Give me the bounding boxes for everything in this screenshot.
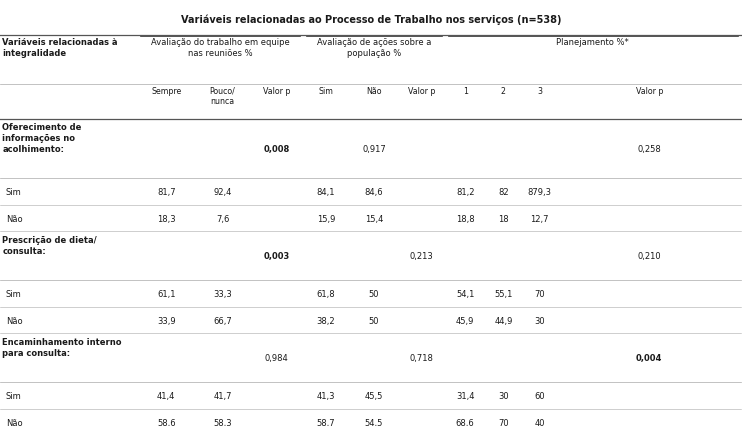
Text: 54,1: 54,1 <box>456 289 474 299</box>
Text: 41,4: 41,4 <box>157 391 175 400</box>
Text: 45,5: 45,5 <box>365 391 383 400</box>
Text: 18: 18 <box>498 214 509 223</box>
Text: 15,4: 15,4 <box>365 214 383 223</box>
Text: Variáveis relacionadas ao Processo de Trabalho nos serviços (n=538): Variáveis relacionadas ao Processo de Tr… <box>181 15 561 26</box>
Text: 1: 1 <box>463 86 467 95</box>
Text: Valor p: Valor p <box>263 86 290 95</box>
Text: 58,6: 58,6 <box>157 417 176 426</box>
Text: Variáveis relacionadas à
integralidade: Variáveis relacionadas à integralidade <box>2 37 118 58</box>
Text: Sim: Sim <box>318 86 334 95</box>
Text: 33,9: 33,9 <box>157 316 176 325</box>
Text: 66,7: 66,7 <box>213 316 232 325</box>
Text: 58,7: 58,7 <box>317 417 335 426</box>
Text: 81,2: 81,2 <box>456 187 474 197</box>
Text: Não: Não <box>6 417 22 426</box>
Text: 81,7: 81,7 <box>157 187 176 197</box>
Text: 82: 82 <box>498 187 509 197</box>
Text: 38,2: 38,2 <box>317 316 335 325</box>
Text: 0,003: 0,003 <box>263 252 289 261</box>
Text: Sempre: Sempre <box>151 86 181 95</box>
Text: Valor p: Valor p <box>408 86 436 95</box>
Text: Prescrição de dieta/
consulta:: Prescrição de dieta/ consulta: <box>2 235 97 255</box>
Text: 60: 60 <box>534 391 545 400</box>
Text: 40: 40 <box>534 417 545 426</box>
Text: Sim: Sim <box>6 289 22 299</box>
Text: 879,3: 879,3 <box>528 187 552 197</box>
Text: 31,4: 31,4 <box>456 391 474 400</box>
Text: 50: 50 <box>369 316 379 325</box>
Text: 0,718: 0,718 <box>410 354 434 363</box>
Text: 2: 2 <box>501 86 506 95</box>
Text: Encaminhamento interno
para consulta:: Encaminhamento interno para consulta: <box>2 337 122 357</box>
Text: 33,3: 33,3 <box>213 289 232 299</box>
Text: 30: 30 <box>534 316 545 325</box>
Text: 0,004: 0,004 <box>636 354 663 363</box>
Text: 44,9: 44,9 <box>494 316 513 325</box>
Text: 45,9: 45,9 <box>456 316 474 325</box>
Text: 61,8: 61,8 <box>317 289 335 299</box>
Text: 7,6: 7,6 <box>216 214 229 223</box>
Text: 70: 70 <box>498 417 509 426</box>
Text: 0,917: 0,917 <box>362 144 386 154</box>
Text: Avaliação do trabalho em equipe
nas reuniões %: Avaliação do trabalho em equipe nas reun… <box>151 37 289 58</box>
Text: 54,5: 54,5 <box>365 417 383 426</box>
Text: Sim: Sim <box>6 391 22 400</box>
Text: 68,6: 68,6 <box>456 417 475 426</box>
Text: 70: 70 <box>534 289 545 299</box>
Text: 61,1: 61,1 <box>157 289 175 299</box>
Text: 41,7: 41,7 <box>214 391 232 400</box>
Text: 0,210: 0,210 <box>637 252 661 261</box>
Text: Não: Não <box>367 86 381 95</box>
Text: 18,3: 18,3 <box>157 214 176 223</box>
Text: Não: Não <box>6 316 22 325</box>
Text: Oferecimento de
informações no
acolhimento:: Oferecimento de informações no acolhimen… <box>2 123 82 154</box>
Text: Pouco/
nunca: Pouco/ nunca <box>210 86 235 106</box>
Text: 0,258: 0,258 <box>637 144 661 154</box>
Text: 0,008: 0,008 <box>263 144 289 154</box>
Text: 3: 3 <box>537 86 542 95</box>
Text: Sim: Sim <box>6 187 22 197</box>
Text: Avaliação de ações sobre a
população %: Avaliação de ações sobre a população % <box>317 37 431 58</box>
Text: 41,3: 41,3 <box>317 391 335 400</box>
Text: 84,6: 84,6 <box>364 187 384 197</box>
Text: 0,984: 0,984 <box>264 354 289 363</box>
Text: 50: 50 <box>369 289 379 299</box>
Text: 84,1: 84,1 <box>317 187 335 197</box>
Text: Valor p: Valor p <box>636 86 663 95</box>
Text: 18,8: 18,8 <box>456 214 475 223</box>
Text: Não: Não <box>6 214 22 223</box>
Text: 55,1: 55,1 <box>494 289 513 299</box>
Text: Planejamento %*: Planejamento %* <box>556 37 629 46</box>
Text: 92,4: 92,4 <box>214 187 232 197</box>
Text: 12,7: 12,7 <box>531 214 549 223</box>
Text: 15,9: 15,9 <box>317 214 335 223</box>
Text: 58,3: 58,3 <box>213 417 232 426</box>
Text: 0,213: 0,213 <box>410 252 434 261</box>
Text: 30: 30 <box>498 391 509 400</box>
